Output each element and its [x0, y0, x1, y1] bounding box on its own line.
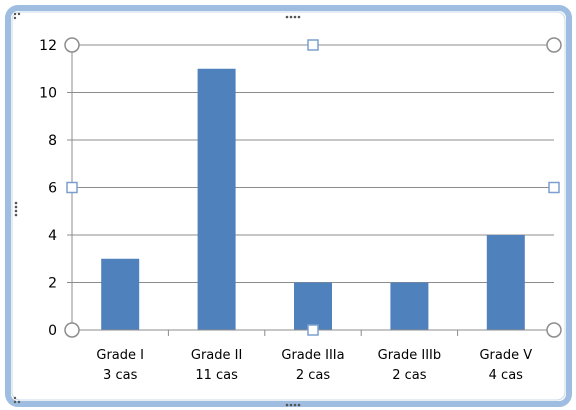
x-category-label: Grade V — [479, 348, 532, 363]
bar[interactable] — [486, 235, 525, 330]
x-category-label: Grade II — [191, 348, 242, 363]
bar[interactable] — [197, 68, 236, 330]
y-tick-label: 4 — [48, 228, 57, 244]
y-tick-label: 0 — [48, 323, 57, 339]
y-tick-labels: 0 2 4 6 8 10 12 — [39, 38, 57, 339]
x-category-label: Grade I — [96, 348, 144, 363]
frame-grip-top[interactable] — [285, 15, 301, 19]
x-category-label: 2 cas — [296, 368, 331, 383]
side-handle[interactable] — [307, 324, 319, 336]
corner-handle[interactable] — [64, 37, 80, 53]
y-tick-label: 6 — [48, 181, 57, 197]
plot-area-handles[interactable] — [64, 37, 562, 338]
x-category-label: 4 cas — [489, 368, 524, 383]
side-handle[interactable] — [548, 181, 560, 194]
bar[interactable] — [390, 282, 429, 331]
corner-handle[interactable] — [546, 37, 562, 53]
x-category-label: 11 cas — [195, 368, 238, 383]
y-tick-label: 10 — [39, 86, 57, 102]
x-category-label: Grade IIIa — [281, 348, 344, 363]
x-category-label: 2 cas — [392, 368, 427, 383]
corner-handle[interactable] — [64, 322, 80, 338]
x-category-labels: Grade I 3 cas Grade II 11 cas Grade IIIa 2 ca… — [96, 348, 532, 383]
frame-grip-corner-bl[interactable] — [13, 396, 21, 404]
side-handle[interactable] — [66, 181, 78, 194]
bar[interactable] — [294, 282, 332, 331]
y-tick-label: 12 — [39, 38, 57, 54]
x-category-label: Grade IIIb — [378, 348, 442, 363]
y-tick-label: 2 — [48, 276, 57, 292]
bars — [101, 68, 525, 331]
y-tick-label: 8 — [48, 133, 57, 149]
frame-grip-corner-tl[interactable] — [13, 12, 21, 20]
corner-handle[interactable] — [546, 322, 562, 338]
chart-area-border — [11, 11, 566, 401]
frame-grip-bottom[interactable] — [285, 403, 301, 407]
frame-grip-left[interactable] — [14, 201, 18, 217]
side-handle[interactable] — [307, 39, 319, 51]
bar[interactable] — [101, 258, 140, 330]
x-category-label: 3 cas — [103, 368, 138, 383]
